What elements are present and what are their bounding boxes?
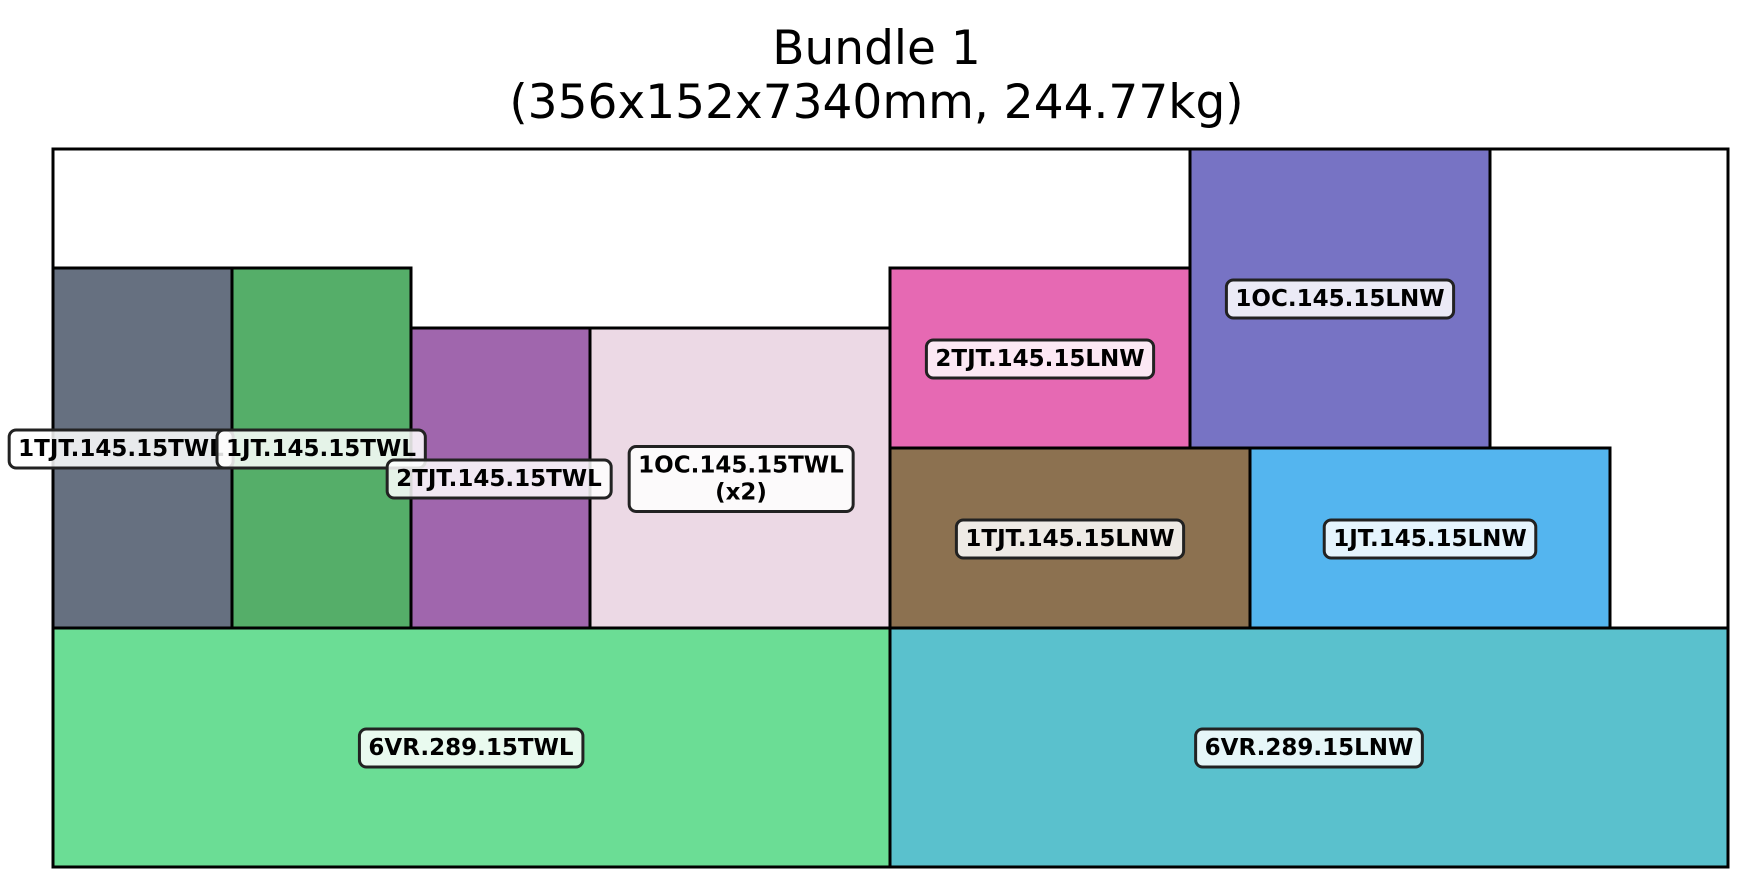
piece-label-box	[1224, 278, 1456, 320]
piece-label-text: 6VR.289.15LNW	[1205, 735, 1414, 761]
piece-label-1tjt-left: 1TJT.145.15TWL	[7, 428, 235, 470]
piece-label-box	[215, 428, 427, 470]
piece-label-box	[357, 727, 585, 769]
title-line-2: (356x152x7340mm, 244.77kg)	[509, 75, 1244, 130]
piece-label-6vr-left: 6VR.289.15TWL	[357, 727, 585, 769]
piece-label-6vr-right: 6VR.289.15LNW	[1194, 727, 1424, 769]
piece-label-box	[1194, 727, 1424, 769]
piece-label-box	[924, 338, 1156, 380]
piece-label-box	[1322, 518, 1538, 560]
piece-label-1oc-left: 1OC.145.15TWL (x2)	[627, 445, 855, 513]
pieces-layer	[51, 147, 1730, 869]
diagram-title: Bundle 1 (356x152x7340mm, 244.77kg)	[0, 22, 1753, 130]
title-line-1: Bundle 1	[772, 21, 981, 76]
bundle-outline	[51, 147, 1730, 869]
piece-label-text: 1OC.145.15LNW	[1235, 286, 1444, 312]
piece-label-box	[627, 445, 855, 513]
piece-label-1oc-right: 1OC.145.15LNW	[1224, 278, 1456, 320]
piece-label-1tjt-right: 1TJT.145.15LNW	[954, 518, 1186, 560]
piece-label-text: 1JT.145.15LNW	[1333, 526, 1527, 552]
piece-label-text: 1TJT.145.15TWL	[18, 436, 224, 462]
labels-layer: 1TJT.145.15TWL 1JT.145.15TWL 2TJT.145.15TW…	[7, 278, 1538, 769]
piece-label-text: 1TJT.145.15LNW	[965, 526, 1174, 552]
piece-label-text: 6VR.289.15TWL	[368, 735, 573, 761]
piece-label-text: 1JT.145.15TWL	[226, 436, 416, 462]
piece-label-1jt-right: 1JT.145.15LNW	[1322, 518, 1538, 560]
piece-label-2tjt-left: 2TJT.145.15TWL	[385, 458, 613, 500]
piece-label-text: 2TJT.145.15TWL	[396, 466, 602, 492]
piece-label-box	[385, 458, 613, 500]
piece-label-2tjt-right: 2TJT.145.15LNW	[924, 338, 1156, 380]
piece-label-1jt-left: 1JT.145.15TWL	[215, 428, 427, 470]
piece-label-text: 2TJT.145.15LNW	[935, 346, 1144, 372]
piece-label-box	[954, 518, 1186, 560]
piece-label-text: 1OC.145.15TWL (x2)	[638, 453, 844, 506]
